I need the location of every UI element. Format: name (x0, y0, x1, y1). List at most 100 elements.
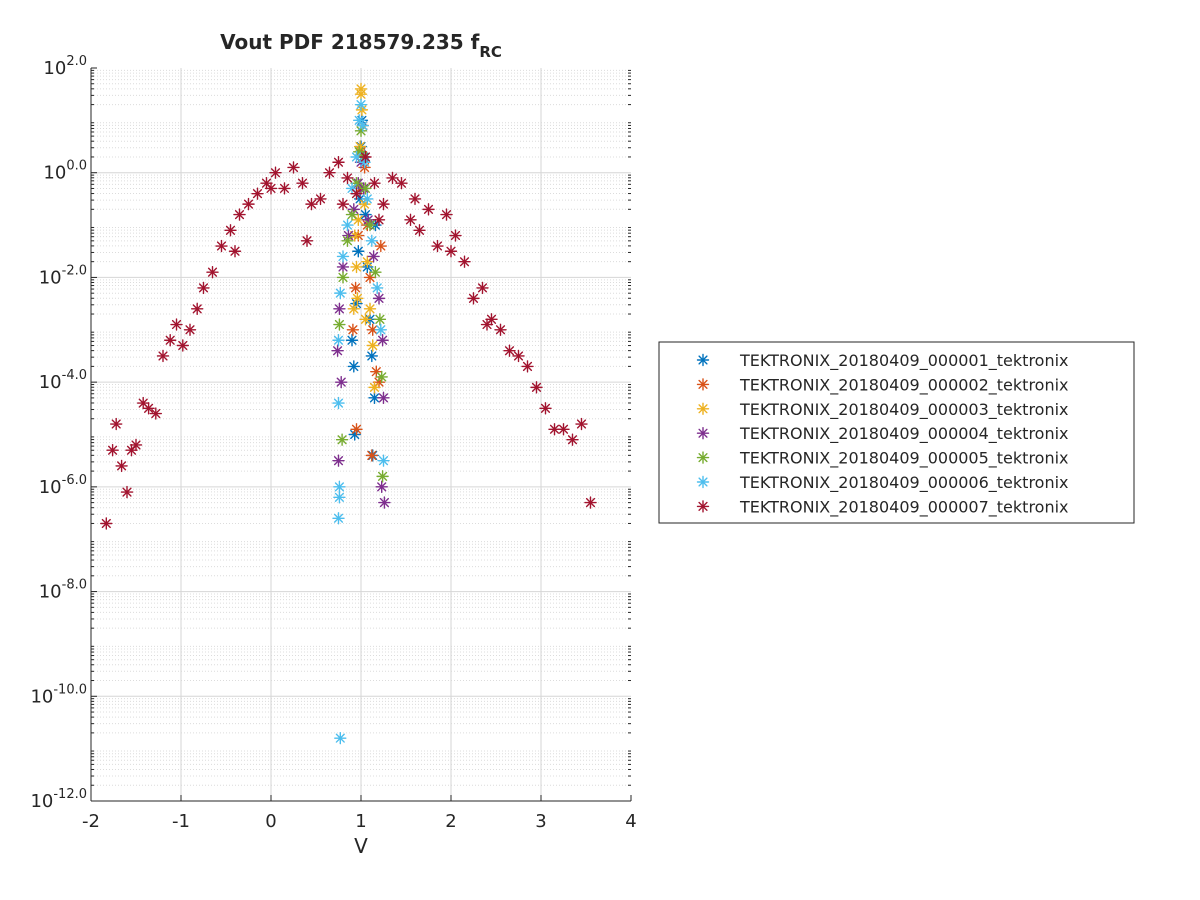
legend-marker (696, 475, 710, 489)
legend-entry: TEKTRONIX_20180409_000002_tektronix (696, 375, 1069, 395)
data-point (440, 208, 453, 221)
y-tick-label-exponent: -8.0 (62, 578, 87, 593)
y-tick-label-base: 10 (43, 58, 66, 79)
y-tick-label-base: 10 (39, 372, 62, 393)
data-point (413, 224, 426, 237)
data-point (336, 250, 350, 263)
legend-label: TEKTRONIX_20180409_000001_tektronix (739, 351, 1069, 371)
data-point (296, 176, 309, 190)
data-point (575, 417, 588, 431)
data-point (314, 192, 327, 206)
data-point (332, 396, 345, 410)
legend-label: TEKTRONIX_20180409_000004_tektronix (739, 424, 1069, 444)
data-point (352, 245, 365, 258)
x-tick-label: 2 (445, 811, 456, 832)
data-point (345, 208, 359, 221)
data-point (548, 423, 561, 436)
data-point (444, 245, 458, 258)
data-point (190, 302, 204, 316)
data-point (333, 318, 346, 331)
chart-title-main: Vout PDF 218579.235 f (220, 30, 480, 54)
data-point (197, 281, 210, 295)
data-point (336, 197, 350, 211)
data-point (350, 187, 363, 200)
legend-entry: TEKTRONIX_20180409_000007_tektronix (696, 497, 1069, 517)
data-point (373, 313, 387, 326)
data-point (129, 438, 143, 452)
data-point (115, 459, 128, 473)
data-point (503, 344, 516, 357)
data-point (331, 344, 344, 357)
y-tick-label-exponent: -6.0 (62, 473, 87, 488)
data-point (354, 98, 368, 111)
y-tick-label-base: 10 (30, 686, 53, 707)
legend-entry: TEKTRONIX_20180409_000006_tektronix (696, 473, 1069, 493)
data-point (350, 260, 363, 274)
data-point (242, 197, 255, 211)
x-tick-label: 0 (265, 811, 276, 832)
legend-marker (696, 378, 710, 391)
legend-entry: TEKTRONIX_20180409_000003_tektronix (696, 400, 1069, 420)
y-tick-label: 100.0 (43, 159, 87, 184)
data-point (333, 491, 346, 504)
data-point (332, 454, 345, 467)
y-tick-label-base: 10 (39, 477, 62, 498)
data-point (404, 213, 417, 227)
data-point (377, 454, 390, 467)
data-point (361, 192, 374, 206)
data-point (348, 428, 361, 441)
data-point (333, 480, 346, 494)
data-point (365, 449, 378, 462)
data-point (369, 265, 382, 279)
y-tick-label-exponent: -2.0 (62, 263, 87, 278)
y-tick-label-exponent: -10.0 (53, 682, 87, 697)
y-tick-label-base: 10 (30, 791, 53, 812)
data-point (521, 360, 534, 373)
data-point (228, 245, 242, 258)
x-tick-labels: -2 -1 0 1 2 3 4 (82, 811, 637, 832)
data-point (215, 239, 228, 253)
data-point (347, 360, 360, 373)
data-point (336, 260, 350, 274)
legend-marker (696, 402, 710, 415)
data-point (375, 370, 388, 384)
data-point (367, 250, 380, 263)
data-point (378, 496, 391, 509)
y-tick-label-exponent: -4.0 (62, 368, 87, 383)
data-point (106, 444, 119, 457)
data-point (287, 161, 300, 174)
y-tick-label-base: 10 (43, 163, 66, 184)
data-point (341, 234, 354, 247)
data-point (278, 182, 291, 195)
y-tick-label: 10-2.0 (39, 263, 87, 288)
data-point (480, 318, 494, 331)
y-tick-label: 10-8.0 (39, 578, 87, 603)
data-point (300, 234, 314, 247)
data-point (264, 182, 278, 195)
chart-title: Vout PDF 218579.235 fRC (220, 30, 502, 61)
data-point (356, 119, 369, 132)
data-point (539, 402, 552, 415)
x-tick-label: 4 (625, 811, 636, 832)
data-point (170, 318, 183, 331)
data-point (371, 281, 384, 295)
data-point (375, 480, 388, 494)
data-point (341, 218, 354, 232)
data-point (332, 156, 345, 169)
data-point (323, 166, 336, 179)
data-point (176, 339, 190, 352)
y-tick-label: 10-12.0 (30, 787, 87, 812)
data-point (305, 197, 318, 211)
y-tick-label: 10-6.0 (39, 473, 87, 498)
major-grid (91, 68, 631, 801)
data-point (584, 496, 597, 509)
data-point (352, 213, 365, 227)
data-point (494, 323, 507, 336)
data-point (408, 192, 422, 206)
data-point (362, 213, 375, 227)
data-point (365, 234, 378, 247)
x-axis-label: V (354, 834, 368, 858)
x-tick-label: 1 (355, 811, 366, 832)
data-point (333, 302, 346, 316)
y-tick-label-base: 10 (39, 582, 62, 603)
